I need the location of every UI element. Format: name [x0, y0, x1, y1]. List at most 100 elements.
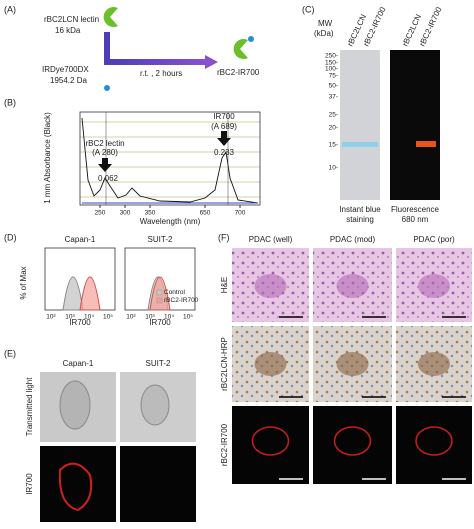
legend-label: rBC2-IR700: [164, 297, 199, 304]
fluor-caption: 680 nm: [402, 215, 429, 224]
y-axis-label: % of Max: [19, 266, 28, 299]
mw-marker: 20-: [329, 125, 338, 132]
lectin-icon: [103, 7, 118, 27]
row-label: rBC2LCN-HRP: [220, 337, 229, 391]
mw-marker: 150-: [325, 60, 338, 67]
micrograph: [396, 406, 472, 484]
column-title: PDAC (por): [413, 235, 455, 244]
tissue-gland: [254, 274, 287, 298]
tissue-gland: [336, 274, 369, 298]
peak-name: IR700: [213, 112, 235, 121]
peak-arrow: [217, 131, 231, 146]
peak-wavelength: (A 689): [211, 122, 237, 131]
x-tick-label: 10⁴: [164, 314, 174, 321]
lane-label: rBC2-IR700: [418, 5, 444, 48]
column-title: PDAC (well): [249, 235, 293, 244]
peak-wavelength: (A 280): [92, 148, 118, 157]
x-axis-label: Wavelength (nm): [140, 217, 201, 226]
lectin-name: rBC2LCN lectin: [44, 15, 99, 24]
arrow-head: [205, 55, 218, 69]
legend-swatch: [156, 297, 163, 304]
cell-signal: [58, 462, 93, 512]
tissue-gland: [418, 352, 450, 376]
mw-marker: 37-: [329, 94, 338, 101]
mw-marker: 25-: [329, 112, 338, 119]
cell: [140, 384, 170, 426]
row-label: Transmitted light: [25, 377, 34, 437]
x-tick-label: 10³: [65, 314, 75, 321]
plot-frame: [79, 111, 261, 206]
column-title: PDAC (mod): [330, 235, 376, 244]
gel-fluor: [390, 50, 440, 200]
mw-marker: 15-: [329, 142, 338, 149]
stain-caption: Instant blue: [339, 205, 381, 214]
histogram: [79, 276, 101, 311]
product-name: rBC2-IR700: [217, 68, 260, 77]
condition: r.t. , 2 hours: [140, 69, 182, 78]
cell: [59, 380, 91, 430]
column-title: SUIT-2: [146, 359, 171, 368]
x-tick-label: 10²: [46, 314, 56, 321]
grid: [80, 121, 260, 198]
spectrum-curve: [81, 117, 259, 204]
gel-stain: [340, 50, 380, 200]
tissue-signal: [415, 426, 453, 456]
plot-title: SUIT-2: [148, 235, 173, 244]
legend-swatch: [156, 289, 163, 296]
row-label: H&E: [220, 277, 229, 293]
product-dye: [248, 36, 254, 42]
x-tick-label: 10⁴: [84, 314, 94, 321]
x-tick-label: 300: [120, 210, 131, 217]
mw-marker: 10-: [329, 165, 338, 172]
reaction-arrow: [104, 32, 205, 65]
column-title: Capan-1: [63, 359, 94, 368]
tissue-signal: [251, 426, 290, 456]
lectin-mass: 16 kDa: [55, 26, 81, 35]
fluor-caption: Fluorescence: [391, 205, 440, 214]
panel-label: (C): [302, 4, 315, 14]
mw-marker: 50-: [329, 83, 338, 90]
fluor-band: [416, 141, 436, 147]
mw-marker: 250-: [325, 53, 338, 60]
product-icon: [233, 38, 248, 60]
peak-name: rBC2 lectin: [85, 139, 124, 148]
y-axis-label: 1 mm Absorbance (Black): [43, 112, 52, 204]
lane-label: rBC2-IR700: [362, 5, 388, 48]
x-axis-label: IR700: [149, 318, 171, 327]
mw-unit: (kDa): [314, 29, 334, 38]
dye-icon: [104, 85, 110, 91]
x-tick-label: 650: [200, 210, 211, 217]
x-axis-label: IR700: [69, 318, 91, 327]
x-tick-label: 10²: [126, 314, 136, 321]
peak-value: 0.233: [214, 148, 235, 157]
x-tick-label: 250: [95, 210, 106, 217]
micrograph: [313, 406, 392, 484]
tissue-gland: [418, 274, 450, 298]
tissue-gland: [254, 352, 287, 376]
panel-label: (F): [218, 232, 230, 242]
peak-arrow: [98, 158, 112, 172]
micrograph: [232, 406, 309, 484]
stain-caption: staining: [346, 215, 374, 224]
mw-marker: 100-: [325, 66, 338, 73]
panel-label: (D): [4, 232, 17, 242]
row-label: rBC2-IR700: [220, 423, 229, 466]
peak-value: 0.062: [98, 174, 119, 183]
x-tick-label: 10³: [145, 314, 155, 321]
x-tick-label: 700: [235, 210, 246, 217]
tissue-signal: [333, 426, 372, 456]
panel-label: (B): [4, 97, 16, 107]
plot-title: Capan-1: [65, 235, 96, 244]
gel-band: [342, 142, 378, 147]
histogram: [62, 276, 84, 311]
dye-mass: 1954.2 Da: [50, 76, 87, 85]
dye-name: IRDye700DX: [42, 65, 89, 74]
mw-marker: 75-: [329, 73, 338, 80]
row-label: IR700: [25, 473, 34, 495]
legend-label: Control: [164, 289, 186, 296]
micrograph: [120, 446, 196, 522]
panel-label: (E): [4, 348, 16, 358]
mw-label: MW: [318, 19, 333, 28]
x-tick-label: 10⁵: [183, 314, 193, 321]
